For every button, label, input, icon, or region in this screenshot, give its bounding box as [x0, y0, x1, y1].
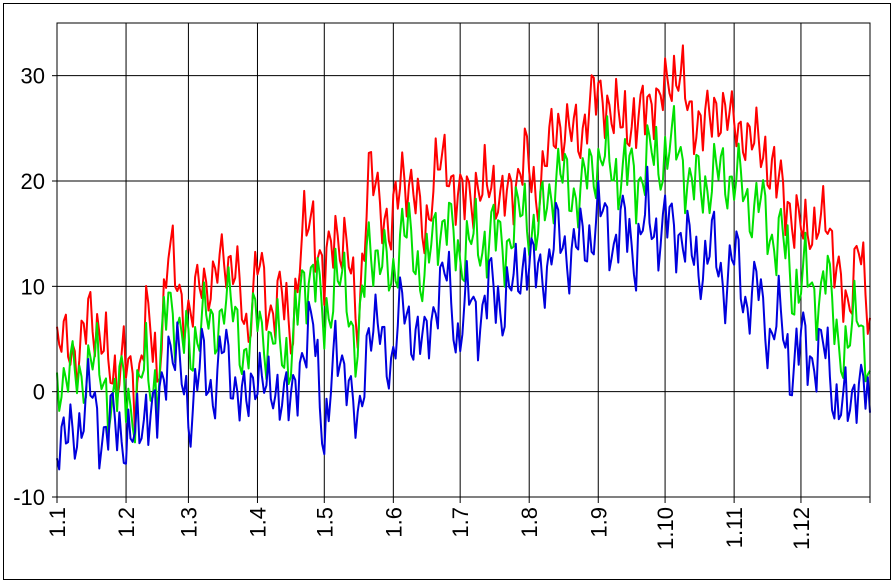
y-tick-label: 20	[21, 169, 45, 194]
x-axis-ticks: 1.1 1.2 1.3 1.4 1.5 1.6 1.7 1.8 1.9 1.10 1.11 1.12	[45, 497, 871, 550]
plot-area-border	[56, 22, 871, 498]
x-tick-label: 1.12	[789, 507, 814, 550]
y-tick-label: 10	[21, 274, 45, 299]
x-tick-label: 1.2	[114, 507, 139, 538]
y-tick-label: 0	[33, 380, 45, 405]
grid-lines	[56, 23, 870, 498]
series-lines	[56, 44, 871, 471]
y-tick-label: 30	[21, 64, 45, 89]
series-line-2	[56, 105, 871, 444]
x-tick-label: 1.7	[448, 507, 473, 538]
x-tick-label: 1.8	[517, 507, 542, 538]
x-tick-label: 1.6	[381, 507, 406, 538]
x-tick-label: 1.3	[176, 507, 201, 538]
x-tick-label: 1.10	[653, 507, 678, 550]
series-line-3	[56, 165, 871, 471]
x-tick-label: 1.11	[722, 507, 747, 548]
y-axis-ticks: -10 0 10 20 30	[13, 64, 57, 510]
x-tick-label: 1.9	[586, 507, 611, 538]
x-tick-label: 1.5	[312, 507, 337, 538]
y-tick-label: -10	[13, 485, 45, 510]
chart-frame	[3, 3, 891, 580]
x-tick-label: 1.1	[45, 507, 70, 538]
series-line-1	[56, 44, 871, 435]
x-tick-label: 1.4	[245, 507, 270, 538]
